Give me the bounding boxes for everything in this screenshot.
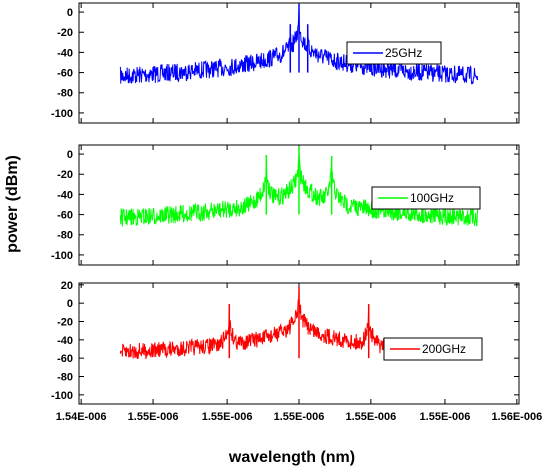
legend: 25GHz — [346, 41, 442, 65]
y-tick-label: 0 — [67, 149, 73, 161]
y-tick-label: -80 — [57, 372, 73, 384]
y-tick-label: -60 — [57, 210, 73, 222]
panel-25ghz: 0 -20 -40 -60 -80 -100 25GHz — [51, 2, 520, 124]
x-tick-label: 1.55E-006 — [420, 411, 471, 423]
legend-label: 25GHz — [385, 46, 422, 60]
y-axis-title: power (dBm) — [4, 155, 21, 253]
y-tick-label: -20 — [57, 169, 73, 181]
x-tick-label: 1.55E-006 — [345, 411, 396, 423]
y-tick-label: -100 — [51, 250, 73, 262]
legend: 200GHz — [383, 337, 483, 361]
legend: 100GHz — [371, 186, 481, 210]
y-tick-label: -20 — [57, 27, 73, 39]
y-tick-label: -40 — [57, 189, 73, 201]
y-tick-label: 20 — [61, 280, 73, 292]
legend-box — [346, 41, 442, 65]
y-tick-label: 0 — [67, 298, 73, 310]
x-tick-label: 1.56E-006 — [491, 411, 542, 423]
legend-box — [371, 186, 481, 210]
panel-200ghz: 20 0 -20 -40 -60 -80 -100 1.54E-006 1.55E-006 1.5… — [51, 280, 542, 423]
x-tick-label: 1.54E-006 — [56, 411, 107, 423]
legend-label: 100GHz — [410, 191, 454, 205]
panel-100ghz: 0 -20 -40 -60 -80 -100 100GHz — [51, 144, 520, 266]
x-tick-label: 1.55E-006 — [202, 411, 253, 423]
y-tick-label: -100 — [51, 108, 73, 120]
legend-box — [383, 337, 483, 361]
x-tick-label: 1.55E-006 — [128, 411, 179, 423]
y-tick-label: -40 — [57, 47, 73, 59]
x-axis-title: wavelength (nm) — [228, 449, 355, 466]
y-tick-label: 0 — [67, 7, 73, 19]
x-tick-label: 1.55E-006 — [274, 411, 325, 423]
y-tick-label: -100 — [51, 390, 73, 402]
y-tick-label: -40 — [57, 335, 73, 347]
y-tick-label: -60 — [57, 68, 73, 80]
legend-label: 200GHz — [422, 342, 466, 356]
y-tick-label: -20 — [57, 317, 73, 329]
y-tick-label: -80 — [57, 88, 73, 100]
y-tick-label: -60 — [57, 353, 73, 365]
y-tick-label: -80 — [57, 230, 73, 242]
